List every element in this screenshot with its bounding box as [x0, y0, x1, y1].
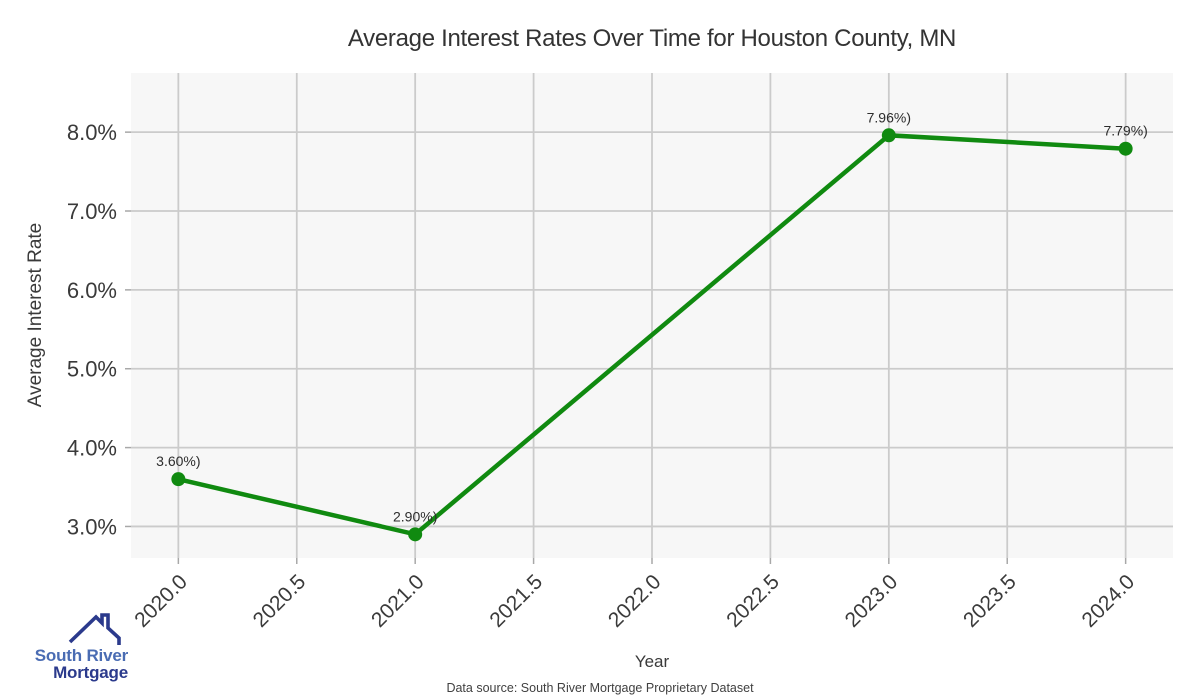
- data-point-label: 7.96%): [867, 109, 911, 125]
- house-roof-icon: [68, 613, 121, 645]
- x-tick-label: 2023.0: [841, 570, 903, 632]
- y-tick-label: 6.0%: [67, 278, 117, 303]
- trend-line: [176, 133, 1128, 537]
- data-point: [881, 128, 896, 143]
- chart-title: Average Interest Rates Over Time for Hou…: [347, 25, 957, 52]
- x-tick-label: 2021.5: [485, 570, 547, 632]
- y-tick-label: 7.0%: [67, 199, 117, 224]
- data-point-label: 7.79%): [1103, 123, 1147, 139]
- y-tick-label: 4.0%: [67, 436, 117, 461]
- x-tick-label: 2022.0: [604, 570, 666, 632]
- data-point: [171, 472, 186, 487]
- logo-line2: Mortgage: [53, 663, 128, 682]
- south-river-mortgage-logo: South River Mortgage: [20, 612, 128, 681]
- data-point: [1118, 141, 1133, 156]
- data-point-label: 3.60%): [156, 453, 200, 469]
- x-axis-title: Year: [634, 652, 670, 671]
- x-tick-label: 2023.5: [959, 570, 1021, 632]
- x-tick-label: 2024.0: [1077, 570, 1139, 632]
- x-tick-label: 2020.5: [249, 570, 311, 632]
- y-axis-title: Average Interest Rate: [25, 222, 46, 408]
- y-tick-label: 3.0%: [67, 514, 117, 539]
- logo-line1: South River: [34, 646, 128, 665]
- y-tick-label: 5.0%: [67, 357, 117, 382]
- house-roof-path: [68, 613, 121, 645]
- y-tick-label: 8.0%: [67, 120, 117, 145]
- data-source-note: Data source: South River Mortgage Propri…: [446, 681, 754, 695]
- data-point: [408, 527, 423, 542]
- data-point-label: 2.90%): [393, 508, 437, 524]
- x-tick-label: 2021.0: [367, 570, 429, 632]
- x-tick-label: 2020.0: [130, 570, 192, 632]
- x-tick-label: 2022.5: [722, 570, 784, 632]
